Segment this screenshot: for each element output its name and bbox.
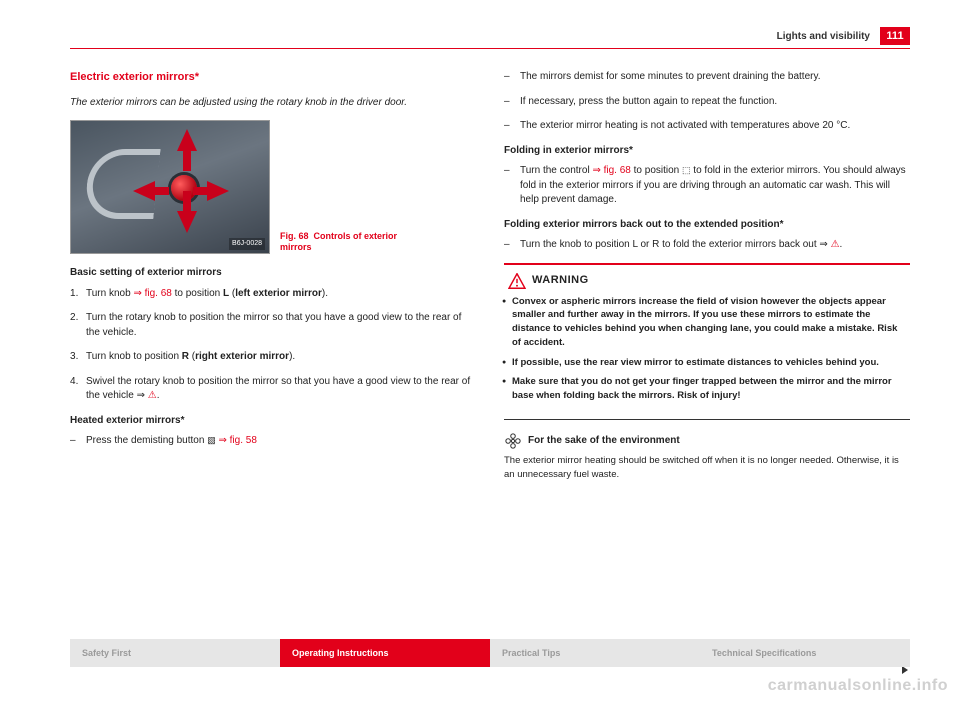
t: to position [172, 288, 223, 299]
steps-list: Turn knob ⇒ fig. 68 to position L (left … [70, 287, 476, 404]
section-name: Lights and visibility [777, 31, 870, 42]
section-title: Electric exterior mirrors* [70, 70, 476, 86]
t: ). [289, 351, 295, 362]
subhead-fold-out: Folding exterior mirrors back out to the… [504, 218, 910, 233]
warning-icon [508, 273, 526, 289]
note-2: If necessary, press the button again to … [504, 95, 910, 110]
page-number-badge: 111 [880, 27, 910, 45]
warning-p1: Convex or aspheric mirrors increase the … [508, 295, 906, 350]
footer-tab-safety: Safety First [70, 639, 280, 667]
t: right exterior mirror [195, 351, 289, 362]
arrow-left-icon [133, 181, 155, 201]
fold-out-item: Turn the knob to position L or R to fold… [504, 238, 910, 253]
figure-id: B6J-0028 [229, 238, 265, 250]
figure-68-image: B6J-0028 [70, 120, 270, 254]
t: . [840, 239, 843, 250]
warning-title: WARNING [532, 273, 589, 289]
fold-in-list: Turn the control ⇒ fig. 68 to position ⬚… [504, 164, 910, 208]
footer-tab-practical: Practical Tips [490, 639, 700, 667]
fig-ref: ⇒ fig. 68 [133, 288, 171, 299]
t: Turn knob [86, 288, 133, 299]
heated-item: Press the demisting button ▧ ⇒ fig. 58 [70, 434, 476, 449]
t: Turn the knob to position L or R to fold… [520, 239, 831, 250]
content-columns: Electric exterior mirrors* The exterior … [70, 70, 910, 611]
figure-block: B6J-0028 Fig. 68 Controls of exterior mi… [70, 120, 476, 254]
arrow-down-icon [177, 211, 197, 233]
fold-in-item: Turn the control ⇒ fig. 68 to position ⬚… [504, 164, 910, 208]
intro-text: The exterior mirrors can be adjusted usi… [70, 96, 476, 111]
t: Press the demisting button [86, 435, 207, 446]
environment-heading: For the sake of the environment [504, 432, 910, 450]
t: ). [322, 288, 328, 299]
warning-p2: If possible, use the rear view mirror to… [508, 356, 906, 370]
t: R [182, 351, 189, 362]
environment-title: For the sake of the environment [528, 434, 680, 449]
t: Turn knob to position [86, 351, 182, 362]
right-column: The mirrors demist for some minutes to p… [504, 70, 910, 611]
footer-tab-technical: Technical Specifications [700, 639, 910, 667]
fig-ref: ⇒ fig. 68 [592, 165, 630, 176]
fold-position-icon: ⬚ [682, 165, 691, 175]
fold-out-list: Turn the knob to position L or R to fold… [504, 238, 910, 253]
demist-icon: ▧ [207, 435, 216, 445]
warning-p3: Make sure that you do not get your finge… [508, 375, 906, 403]
step-2: Turn the rotary knob to position the mir… [70, 311, 476, 340]
figure-caption: Fig. 68 Controls of exterior mirrors [280, 231, 400, 255]
subhead-basic-setting: Basic setting of exterior mirrors [70, 266, 476, 281]
warning-triangle-icon: ⚠ [148, 390, 157, 401]
manual-page: Lights and visibility 111 Electric exter… [0, 0, 960, 701]
demist-notes: The mirrors demist for some minutes to p… [504, 70, 910, 134]
t: left exterior mirror [235, 288, 322, 299]
note-3: The exterior mirror heating is not activ… [504, 119, 910, 134]
left-column: Electric exterior mirrors* The exterior … [70, 70, 476, 611]
t: . [157, 390, 160, 401]
subhead-fold-in: Folding in exterior mirrors* [504, 144, 910, 159]
watermark: carmanualsonline.info [768, 677, 948, 695]
t: Swivel the rotary knob to position the m… [86, 376, 470, 402]
heated-list: Press the demisting button ▧ ⇒ fig. 58 [70, 434, 476, 449]
figure-caption-prefix: Fig. 68 [280, 231, 309, 241]
step-4: Swivel the rotary knob to position the m… [70, 375, 476, 404]
subhead-heated: Heated exterior mirrors* [70, 414, 476, 429]
step-3: Turn knob to position R (right exterior … [70, 350, 476, 365]
step-1: Turn knob ⇒ fig. 68 to position L (left … [70, 287, 476, 302]
page-header: Lights and visibility 111 [70, 24, 910, 48]
fig-ref: ⇒ fig. 58 [218, 435, 256, 446]
t: Turn the control [520, 165, 592, 176]
warning-heading: WARNING [508, 273, 906, 289]
flower-icon [504, 432, 522, 450]
footer-tabs: Safety First Operating Instructions Prac… [70, 639, 910, 667]
warning-triangle-icon: ⚠ [831, 239, 840, 250]
header-rule [70, 48, 910, 49]
arrow-up-icon [177, 129, 197, 151]
footer-tab-operating: Operating Instructions [280, 639, 490, 667]
environment-text: The exterior mirror heating should be sw… [504, 454, 910, 482]
warning-box: WARNING Convex or aspheric mirrors incre… [504, 263, 910, 420]
t: to position [631, 165, 682, 176]
arrow-right-icon [207, 181, 229, 201]
note-1: The mirrors demist for some minutes to p… [504, 70, 910, 85]
